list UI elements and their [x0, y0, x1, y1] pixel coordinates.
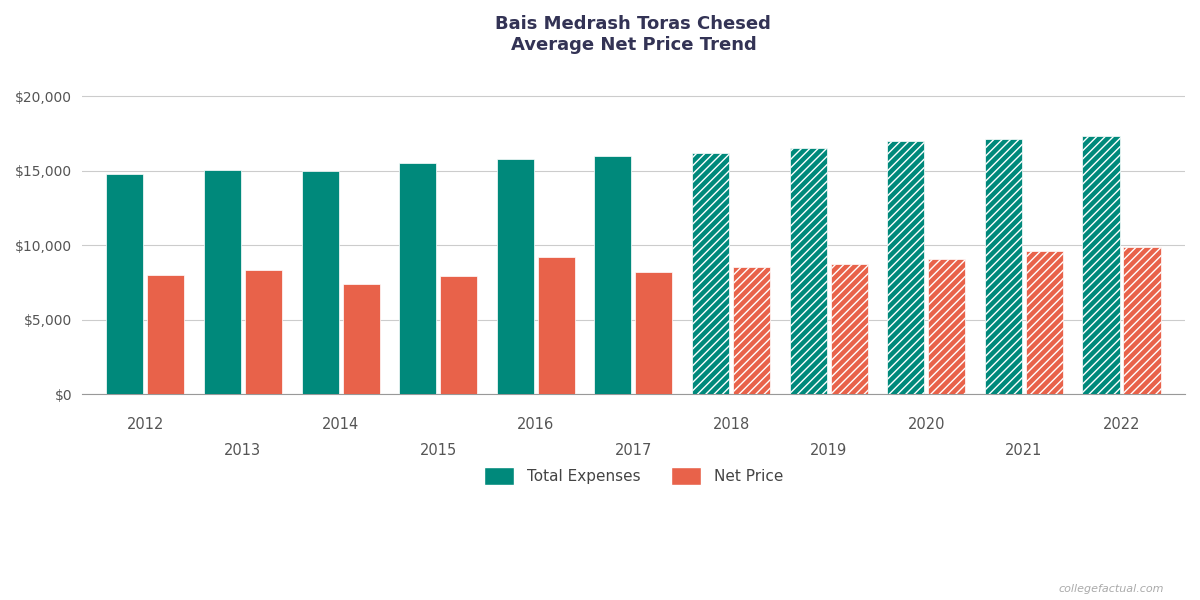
- Bar: [887, 141, 924, 394]
- Bar: [635, 272, 672, 394]
- Bar: [301, 170, 338, 394]
- Title: Bais Medrash Toras Chesed
Average Net Price Trend: Bais Medrash Toras Chesed Average Net Pr…: [496, 15, 772, 54]
- Bar: [245, 271, 282, 394]
- Bar: [733, 268, 770, 394]
- Text: 2020: 2020: [907, 417, 946, 432]
- Bar: [790, 148, 827, 394]
- Text: 2016: 2016: [517, 417, 554, 432]
- Bar: [440, 277, 478, 394]
- Bar: [538, 257, 575, 394]
- Text: 2021: 2021: [1006, 443, 1043, 458]
- Text: collegefactual.com: collegefactual.com: [1058, 584, 1164, 594]
- Bar: [107, 173, 143, 394]
- Bar: [342, 284, 379, 394]
- Bar: [929, 259, 965, 394]
- Text: 2018: 2018: [713, 417, 750, 432]
- Bar: [204, 170, 241, 394]
- Legend: Total Expenses, Net Price: Total Expenses, Net Price: [484, 467, 782, 485]
- Bar: [985, 139, 1022, 394]
- Bar: [497, 159, 534, 394]
- Bar: [830, 264, 868, 394]
- Text: 2012: 2012: [127, 417, 164, 432]
- Text: 2019: 2019: [810, 443, 847, 458]
- Bar: [1026, 251, 1063, 394]
- Text: 2017: 2017: [614, 443, 652, 458]
- Bar: [1082, 136, 1120, 394]
- Text: 2022: 2022: [1103, 417, 1140, 432]
- Bar: [400, 163, 437, 394]
- Bar: [594, 156, 631, 394]
- Bar: [692, 153, 730, 394]
- Text: 2014: 2014: [322, 417, 359, 432]
- Bar: [148, 275, 185, 394]
- Text: 2015: 2015: [420, 443, 457, 458]
- Text: 2013: 2013: [224, 443, 262, 458]
- Bar: [1123, 247, 1160, 394]
